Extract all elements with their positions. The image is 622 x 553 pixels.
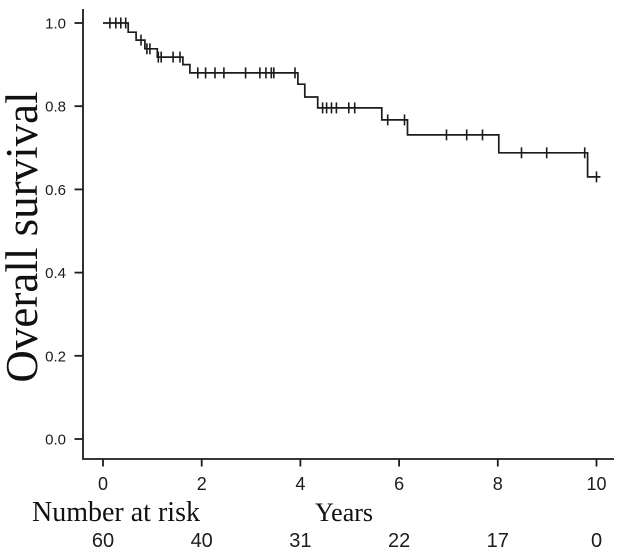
x-axis-ticks: 0 2 4 6 8 10	[98, 459, 607, 494]
y-tick-label: 1.0	[45, 16, 66, 33]
x-axis-title: Years	[315, 498, 373, 527]
survival-curve	[103, 22, 601, 178]
x-tick-label: 4	[295, 474, 305, 494]
x-tick-label: 6	[394, 474, 404, 494]
risk-count: 22	[388, 530, 410, 552]
y-tick-label: 0.2	[45, 348, 66, 365]
censor-marks-group	[109, 17, 598, 183]
risk-count: 31	[289, 530, 311, 552]
risk-count: 17	[487, 530, 509, 552]
y-tick-label: 0.0	[45, 432, 66, 449]
x-tick-label: 0	[98, 474, 108, 494]
number-at-risk-label: Number at risk	[32, 497, 200, 528]
survival-curve-group	[103, 22, 601, 178]
y-axis-title: Overall survival	[0, 91, 47, 382]
risk-count: 40	[191, 530, 213, 552]
number-at-risk-row: 60 40 31 22 17 0	[92, 530, 602, 552]
x-tick-label: 10	[586, 474, 606, 494]
risk-count: 60	[92, 530, 114, 552]
y-tick-label: 0.4	[45, 265, 66, 282]
x-tick-label: 8	[493, 474, 503, 494]
y-axis-ticks: 0.0 0.2 0.4 0.6 0.8 1.0	[45, 16, 83, 449]
y-tick-label: 0.8	[45, 99, 66, 116]
risk-count: 0	[591, 530, 602, 552]
x-tick-label: 2	[197, 474, 207, 494]
axis-spines	[82, 9, 614, 460]
y-tick-label: 0.6	[45, 182, 66, 199]
